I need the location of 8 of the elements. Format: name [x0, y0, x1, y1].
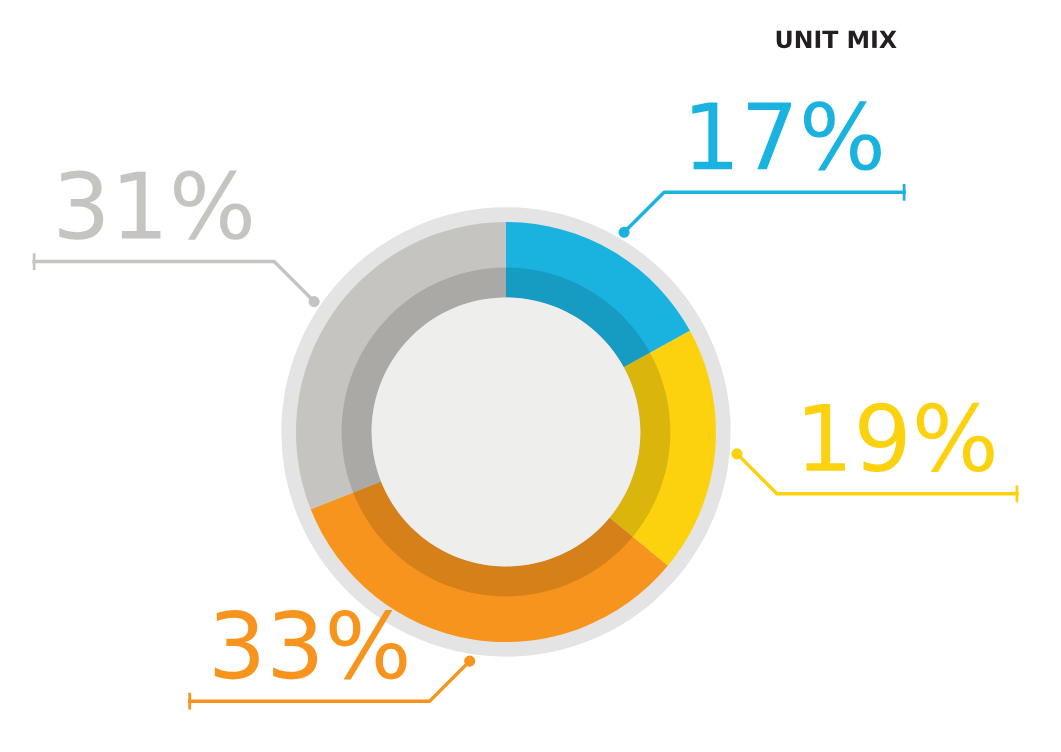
donut-slice — [609, 330, 716, 566]
data-label: 19% — [805, 402, 994, 473]
data-label: 33% — [214, 610, 407, 680]
data-label: 17% — [692, 101, 881, 171]
donut-slice — [296, 222, 506, 510]
donut-slice — [506, 222, 691, 368]
chart-title: UNIT MIX — [776, 30, 897, 49]
data-label: 31% — [59, 170, 251, 240]
